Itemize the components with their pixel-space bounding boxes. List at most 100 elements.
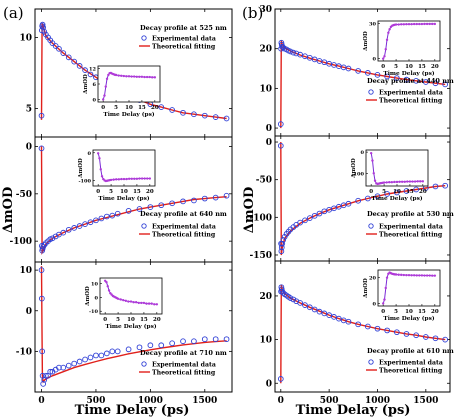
data-point (403, 331, 410, 337)
data-point (316, 308, 323, 315)
data-point (403, 76, 410, 83)
data-point (277, 142, 284, 149)
legend-label-experimental: Experimental data (379, 360, 443, 367)
inset-data-point (394, 23, 398, 26)
data-point (87, 354, 94, 361)
inset-x-tick-label: 10 (393, 189, 401, 195)
inset-x-tick-label: 10 (405, 309, 413, 315)
plot-frame (34, 261, 233, 393)
data-point (147, 342, 154, 349)
y-tick-label: 0 (26, 307, 32, 317)
plot-area (38, 266, 230, 387)
inset-x-tick-label: 5 (382, 189, 386, 195)
data-point (180, 109, 186, 116)
inset-data-point (129, 300, 133, 303)
inset-data-point (127, 177, 131, 180)
inset-data-point (400, 180, 404, 183)
inset-data-point (431, 22, 434, 26)
legend-marker-experimental (368, 89, 374, 95)
inset-x-tick-label: 5 (109, 189, 113, 195)
data-point (277, 121, 284, 127)
data-point (442, 81, 449, 88)
data-point (136, 344, 143, 351)
inset-data-point (122, 74, 126, 78)
y-tick-label: 10 (19, 266, 32, 276)
inset-data-point (117, 74, 120, 77)
inset-data-point (419, 180, 422, 183)
data-point (38, 145, 45, 152)
inset-data-point (99, 168, 102, 171)
data-point (82, 356, 88, 363)
inset-data-point (142, 301, 146, 305)
inset-y-axis-label: ΔmOD (363, 31, 369, 51)
inset-data-point (406, 180, 409, 183)
panel-label-a: (a) (3, 4, 24, 22)
inset-data-point (127, 75, 131, 78)
inset-y-tick-label: 0 (361, 150, 365, 156)
data-point (413, 77, 420, 84)
inset-data-point (151, 76, 154, 79)
inset-data-point (130, 75, 133, 78)
data-point (403, 188, 410, 194)
inset-x-tick-label: 10 (127, 317, 135, 323)
inset-data-point (147, 302, 151, 305)
data-point (49, 40, 56, 46)
inset-data-point (119, 298, 122, 301)
inset-data-point (394, 273, 398, 276)
inset-data-point (420, 22, 424, 26)
inset-y-axis-label: ΔmOD (351, 158, 357, 178)
data-point (114, 210, 121, 217)
data-point (47, 368, 54, 375)
inset-data-point (107, 73, 110, 77)
inset-data-point (369, 151, 373, 155)
inset-data-point (425, 22, 429, 26)
legend-label-theoretical: Theoretical fitting (379, 368, 443, 375)
inset-data-point (148, 177, 152, 180)
inset-data-point (383, 298, 386, 301)
data-point (39, 348, 46, 355)
legend-label-experimental: Experimental data (152, 362, 216, 369)
inset-data-point (397, 23, 400, 26)
data-point (413, 332, 420, 339)
inset-data-point (107, 289, 111, 292)
legend-label-theoretical: Theoretical fitting (152, 44, 216, 51)
data-point (335, 315, 342, 322)
data-point (374, 325, 381, 332)
inset-data-point (145, 75, 149, 79)
inset-x-tick-label: 0 (101, 105, 105, 111)
inset-data-point (416, 180, 419, 183)
inset-x-tick-label: 10 (120, 189, 128, 195)
inset-data-point (145, 302, 148, 305)
plot-frame (274, 260, 451, 393)
legend-label-theoretical: Theoretical fitting (152, 232, 216, 239)
data-point (364, 195, 371, 202)
inset-x-tick-label: 20 (151, 105, 159, 111)
x-axis-label-right: Time Delay (ps) (296, 403, 411, 418)
inset-data-point (415, 22, 418, 26)
x-tick-label: 500 (320, 396, 339, 406)
inset-y-tick-label: 0 (373, 57, 377, 63)
data-point (71, 360, 78, 367)
data-point (331, 205, 337, 212)
data-point (212, 114, 219, 120)
data-point (335, 203, 342, 210)
inset-data-point (153, 303, 156, 306)
inset-data-point (420, 274, 424, 277)
data-point (278, 244, 285, 251)
legend-label-theoretical: Theoretical fitting (379, 232, 443, 239)
data-point (393, 189, 400, 196)
inset-data-point (115, 178, 118, 181)
data-point (321, 208, 328, 215)
inset-data-point (402, 23, 406, 26)
inset-data-point (418, 274, 421, 277)
data-point (169, 200, 175, 207)
data-point (321, 310, 328, 317)
inset-data-point (137, 301, 140, 305)
legend-label-experimental: Experimental data (152, 224, 216, 231)
chart-panel-a1: 5 10 Decay profile at 525 nm Experimental d… (19, 8, 233, 138)
data-point (158, 342, 165, 349)
chart-panel-b2: 0 -50 -100 -150 Decay profile at 530 nm Exper… (249, 135, 454, 262)
decay-profile-label: Decay profile at 530 nm (367, 210, 454, 218)
legend-marker-experimental (368, 223, 374, 229)
inset-x-tick-label: 15 (418, 64, 426, 70)
